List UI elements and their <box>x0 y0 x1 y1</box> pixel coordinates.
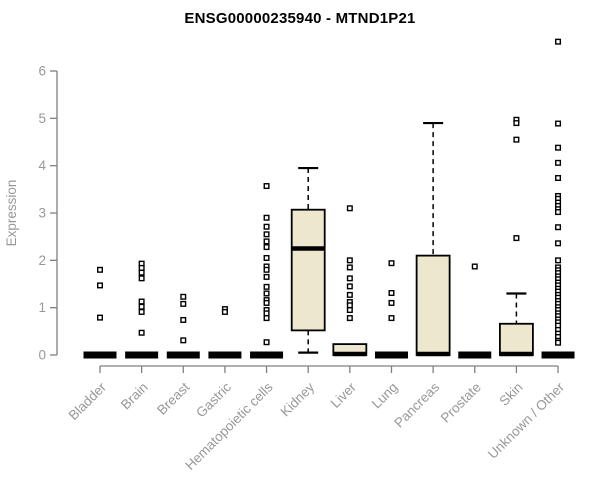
boxplot-box <box>498 322 534 356</box>
outlier-point <box>138 298 145 305</box>
outlier-point <box>555 209 562 216</box>
outlier-point <box>555 144 562 151</box>
outlier-point <box>513 136 520 143</box>
outlier-point <box>263 283 270 290</box>
x-category-label: Brain <box>118 380 151 413</box>
outlier-point <box>263 238 270 245</box>
y-axis-title: Expression <box>4 180 19 247</box>
outlier-point <box>138 303 145 310</box>
outlier-point <box>346 275 353 282</box>
boxplot-flat-box <box>125 351 159 359</box>
outlier-point <box>221 308 228 315</box>
outlier-point <box>96 282 103 289</box>
x-category-label: Skin <box>496 380 525 409</box>
outlier-point <box>138 308 145 315</box>
outlier-point <box>346 205 353 212</box>
outlier-point <box>555 339 562 346</box>
y-tick-label: 0 <box>38 348 46 363</box>
boxplot-flat-box <box>250 351 284 359</box>
outlier-point <box>263 310 270 317</box>
boxplot-flat-box <box>541 351 575 359</box>
outlier-point <box>555 38 562 45</box>
x-category-label: Gastric <box>193 379 234 420</box>
outlier-point <box>513 235 520 242</box>
outlier-point <box>138 264 145 271</box>
y-tick-label: 2 <box>38 253 46 268</box>
x-category-label: Lung <box>369 380 401 412</box>
boxplot-flat-box <box>208 351 242 359</box>
outlier-point <box>513 120 520 127</box>
x-category-label: Bladder <box>66 379 110 423</box>
y-tick-label: 4 <box>38 158 46 173</box>
outlier-point <box>138 275 145 282</box>
outlier-point <box>263 315 270 322</box>
outlier-point <box>263 299 270 306</box>
boxplot-flat-box <box>166 351 200 359</box>
outlier-point <box>555 120 562 127</box>
outlier-point <box>388 260 395 267</box>
outlier-point <box>555 257 562 264</box>
outlier-point <box>263 290 270 297</box>
outlier-point <box>263 223 270 230</box>
chart-title: ENSG00000235940 - MTND1P21 <box>184 10 416 27</box>
boxplot-flat-box <box>374 351 408 359</box>
x-category-label: Liver <box>328 379 360 411</box>
y-tick-label: 3 <box>38 206 46 221</box>
outlier-point <box>180 337 187 344</box>
boxplot-flat-box <box>458 351 492 359</box>
outlier-point <box>138 269 145 276</box>
y-tick-label: 1 <box>38 300 46 315</box>
outlier-point <box>555 174 562 181</box>
outlier-point <box>346 315 353 322</box>
outlier-point <box>263 231 270 238</box>
y-tick-label: 5 <box>38 111 46 126</box>
x-category-label: Unknown / Other <box>485 379 568 462</box>
outlier-point <box>346 291 353 298</box>
x-category-label: Pancreas <box>391 379 442 430</box>
outlier-point <box>555 224 562 231</box>
outlier-point <box>96 266 103 273</box>
x-category-label: Prostate <box>438 380 484 426</box>
outlier-point <box>263 183 270 190</box>
outlier-point <box>263 244 270 251</box>
outlier-point <box>346 307 353 314</box>
outlier-point <box>263 273 270 280</box>
x-category-label: Breast <box>154 379 192 417</box>
outlier-point <box>263 254 270 261</box>
outlier-point <box>180 300 187 307</box>
outlier-point <box>263 214 270 221</box>
outlier-point <box>180 316 187 323</box>
outlier-point <box>263 266 270 273</box>
outlier-point <box>138 329 145 336</box>
outlier-point <box>180 293 187 300</box>
boxplot-box <box>415 254 451 356</box>
outlier-point <box>346 264 353 271</box>
outlier-point <box>346 283 353 290</box>
outlier-point <box>96 314 103 321</box>
outlier-point <box>388 289 395 296</box>
outlier-point <box>388 315 395 322</box>
outlier-point <box>346 257 353 264</box>
outlier-point <box>388 299 395 306</box>
outlier-point <box>555 159 562 166</box>
boxplot-box <box>290 208 326 332</box>
outlier-point <box>471 263 478 270</box>
boxplot-flat-box <box>83 351 117 359</box>
outlier-point <box>346 302 353 309</box>
outlier-point <box>263 339 270 346</box>
y-tick-label: 6 <box>38 64 46 79</box>
outlier-point <box>555 240 562 247</box>
x-category-label: Kidney <box>278 379 318 419</box>
